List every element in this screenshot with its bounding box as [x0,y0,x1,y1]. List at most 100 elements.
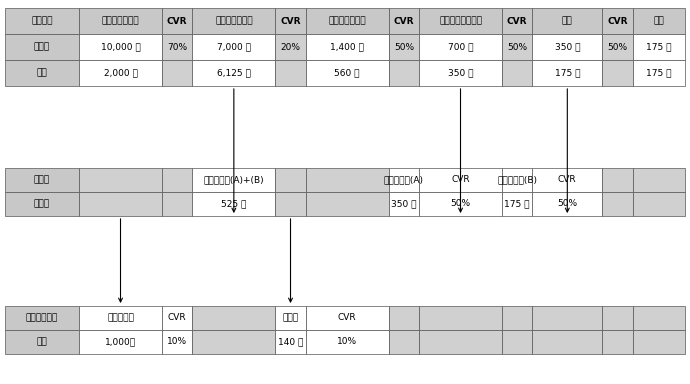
Bar [388,306,419,330]
Bar [419,192,502,216]
Text: 560 件: 560 件 [335,68,360,78]
Text: 見込み顧客育成: 見込み顧客育成 [215,17,253,25]
Bar [5,34,79,60]
Text: 商談: 商談 [562,17,573,25]
Bar [275,60,306,86]
Bar [275,34,306,60]
Bar [533,34,602,60]
Text: 10%: 10% [337,338,357,346]
Text: 10,000 件: 10,000 件 [101,43,140,51]
Bar [388,330,419,354]
Text: 175 件: 175 件 [555,68,580,78]
Bar [388,168,419,192]
Text: 175 件: 175 件 [504,200,530,209]
Text: 受注: 受注 [653,17,664,25]
Text: 育成対象外: 育成対象外 [107,313,134,323]
Text: 不適格: 不適格 [282,313,299,323]
Text: 50%: 50% [394,43,414,51]
Text: 350 件: 350 件 [391,200,417,209]
Bar [306,60,388,86]
Bar [419,60,502,86]
Bar [193,34,275,60]
Bar [5,60,79,86]
Bar [275,192,306,216]
Bar [633,306,685,330]
Bar [162,8,193,34]
Bar [162,60,193,86]
Bar [79,34,162,60]
Bar [79,168,162,192]
Bar [306,192,388,216]
Bar [502,168,533,192]
Bar [5,8,79,34]
Bar [533,60,602,86]
Text: 1,400 件: 1,400 件 [331,43,364,51]
Bar [193,330,275,354]
Bar [275,306,306,330]
Text: フロー: フロー [34,200,50,209]
Bar [419,330,502,354]
Bar [502,192,533,216]
Bar [419,8,502,34]
Text: 10%: 10% [167,338,187,346]
Text: 700 件: 700 件 [448,43,473,51]
Text: リサイクル(B): リサイクル(B) [497,175,538,184]
Text: 残高: 残高 [37,338,48,346]
Bar [602,34,633,60]
Text: 525 件: 525 件 [221,200,246,209]
Bar [275,330,306,354]
Text: 見込み顧客獲得: 見込み顧客獲得 [101,17,139,25]
Text: CVR: CVR [338,313,357,323]
Text: 175 件: 175 件 [646,43,671,51]
Bar [5,306,79,330]
Text: 70%: 70% [167,43,187,51]
Bar [633,8,685,34]
Bar [502,306,533,330]
Bar [419,168,502,192]
Bar [193,60,275,86]
Bar [502,8,533,34]
Bar [388,192,419,216]
Bar [275,168,306,192]
Bar [533,8,602,34]
Bar [502,34,533,60]
Text: CVR: CVR [607,17,628,25]
Bar [533,192,602,216]
Bar [79,8,162,34]
Text: 残高: 残高 [37,68,48,78]
Bar [5,330,79,354]
Bar [193,168,275,192]
Bar [193,8,275,34]
Bar [633,34,685,60]
Bar [602,192,633,216]
Text: 50%: 50% [507,43,527,51]
Text: 350 件: 350 件 [555,43,580,51]
Text: 2,000 件: 2,000 件 [104,68,137,78]
Text: CVR: CVR [167,17,188,25]
Bar [533,168,602,192]
Text: リサイクル(A): リサイクル(A) [384,175,424,184]
Text: 50%: 50% [451,200,471,209]
Bar [419,306,502,330]
Bar [162,168,193,192]
Bar [633,330,685,354]
Bar [79,306,162,330]
Text: 50%: 50% [558,200,578,209]
Text: 7,000 件: 7,000 件 [217,43,251,51]
Text: 50%: 50% [607,43,627,51]
Bar [602,8,633,34]
Text: CVR: CVR [393,17,414,25]
Bar [162,192,193,216]
Bar [79,330,162,354]
Text: 20%: 20% [281,43,301,51]
Text: 迂回路: 迂回路 [34,175,50,184]
Bar [602,306,633,330]
Text: 6,125 件: 6,125 件 [217,68,250,78]
Bar [306,168,388,192]
Text: リサイクル(A)+(B): リサイクル(A)+(B) [204,175,264,184]
Bar [306,306,388,330]
Bar [388,60,419,86]
Bar [79,192,162,216]
Bar [388,34,419,60]
Bar [533,330,602,354]
